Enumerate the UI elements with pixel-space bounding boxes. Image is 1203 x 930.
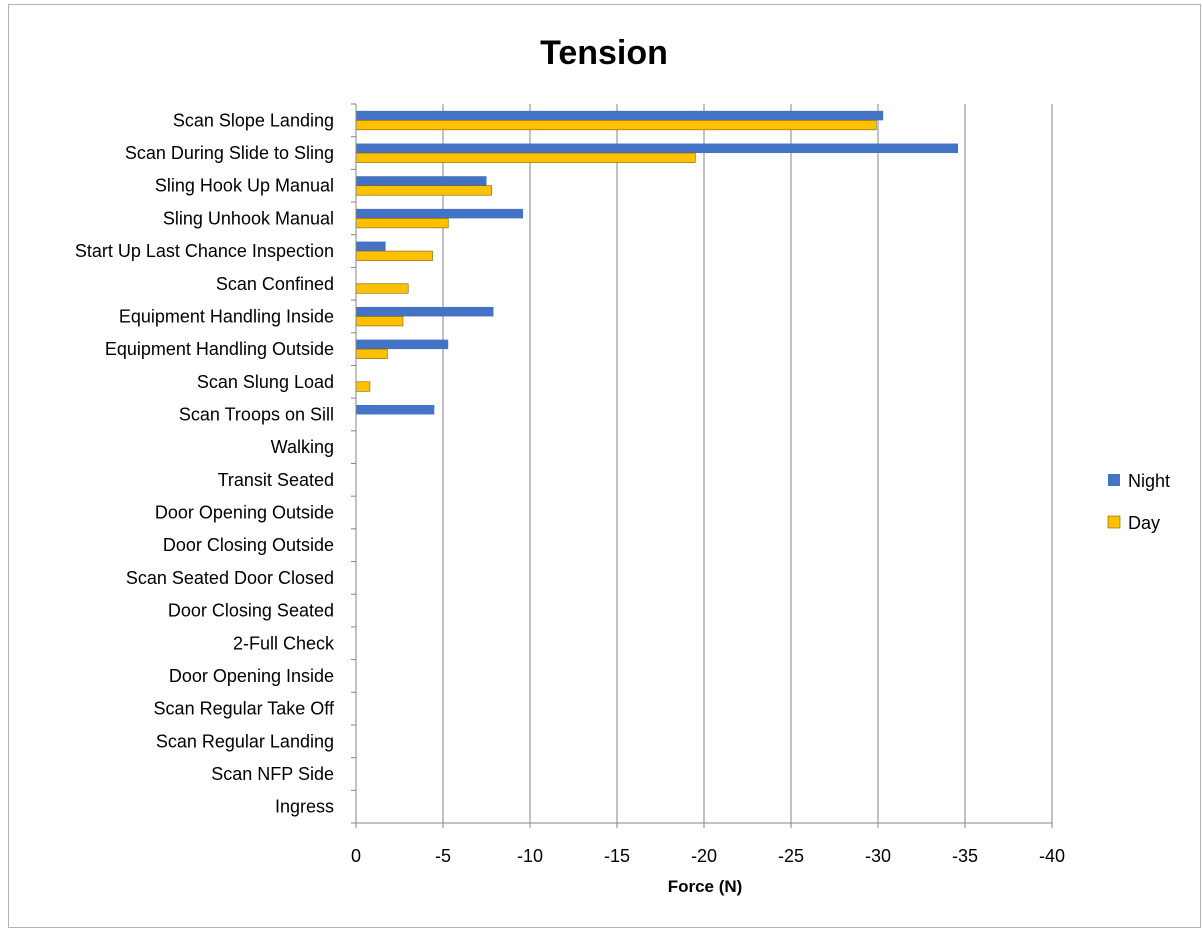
category-label: Scan During Slide to Sling	[125, 143, 334, 163]
category-label: Scan Slope Landing	[173, 110, 334, 130]
category-label: Scan NFP Side	[211, 764, 334, 784]
category-label: 2-Full Check	[233, 633, 335, 653]
category-label: Door Opening Inside	[169, 666, 334, 686]
category-label: Walking	[271, 437, 334, 457]
bar-night	[356, 306, 494, 317]
category-label: Equipment Handling Inside	[119, 306, 334, 326]
bar-day	[355, 152, 696, 163]
category-label: Transit Seated	[218, 470, 334, 490]
category-label: Door Closing Seated	[168, 601, 334, 621]
bar-night	[356, 110, 884, 121]
x-tick-label: -25	[778, 846, 804, 866]
category-label: Scan Troops on Sill	[179, 404, 334, 424]
category-label: Sling Unhook Manual	[163, 208, 334, 228]
bar-night	[356, 241, 386, 252]
bar-day	[355, 218, 449, 229]
bar-day	[355, 316, 404, 327]
bar-night	[356, 176, 487, 186]
bar-night	[356, 208, 524, 219]
legend-swatch-night	[1108, 474, 1120, 486]
x-tick-label: -5	[435, 846, 451, 866]
bar-day	[355, 185, 493, 196]
category-label: Scan Confined	[216, 274, 334, 294]
bar-day	[355, 283, 409, 294]
category-label: Scan Seated Door Closed	[126, 568, 334, 588]
x-tick-label: 0	[351, 846, 361, 866]
category-label: Sling Hook Up Manual	[155, 176, 334, 196]
category-label: Scan Regular Take Off	[154, 699, 335, 719]
legend: Night Day	[1107, 471, 1170, 533]
x-tick-label: -40	[1039, 846, 1065, 866]
bar-night	[356, 143, 959, 154]
bar-night	[356, 404, 435, 415]
category-label: Equipment Handling Outside	[105, 339, 334, 359]
chart-title: Tension	[540, 34, 668, 72]
category-label: Scan Regular Landing	[156, 731, 334, 751]
x-tick-label: -10	[517, 846, 543, 866]
bar-day	[355, 120, 877, 131]
category-label: Scan Slung Load	[197, 372, 334, 392]
bar-day	[355, 250, 433, 261]
x-tick-label: -20	[691, 846, 717, 866]
legend-label-night: Night	[1128, 471, 1170, 491]
legend-label-day: Day	[1128, 513, 1160, 533]
legend-swatch-day	[1107, 515, 1121, 529]
category-labels: Scan Slope Landing Scan During Slide to S…	[75, 110, 335, 816]
category-label: Door Opening Outside	[155, 503, 334, 523]
x-axis-label: Force (N)	[668, 877, 743, 896]
bars	[355, 110, 959, 415]
category-label: Door Closing Outside	[163, 535, 334, 555]
bar-day	[355, 381, 371, 392]
bar-night	[356, 339, 449, 350]
x-tick-label: -30	[865, 846, 891, 866]
gridlines	[442, 104, 1053, 823]
axes	[351, 103, 1053, 828]
x-tick-label: -15	[604, 846, 630, 866]
x-tick-label: -35	[952, 846, 978, 866]
bar-day	[355, 348, 388, 359]
category-label: Ingress	[275, 797, 334, 817]
x-tick-labels: 0 -5 -10 -15 -20 -25 -30 -35 -40	[351, 846, 1065, 866]
category-label: Start Up Last Chance Inspection	[75, 241, 334, 261]
